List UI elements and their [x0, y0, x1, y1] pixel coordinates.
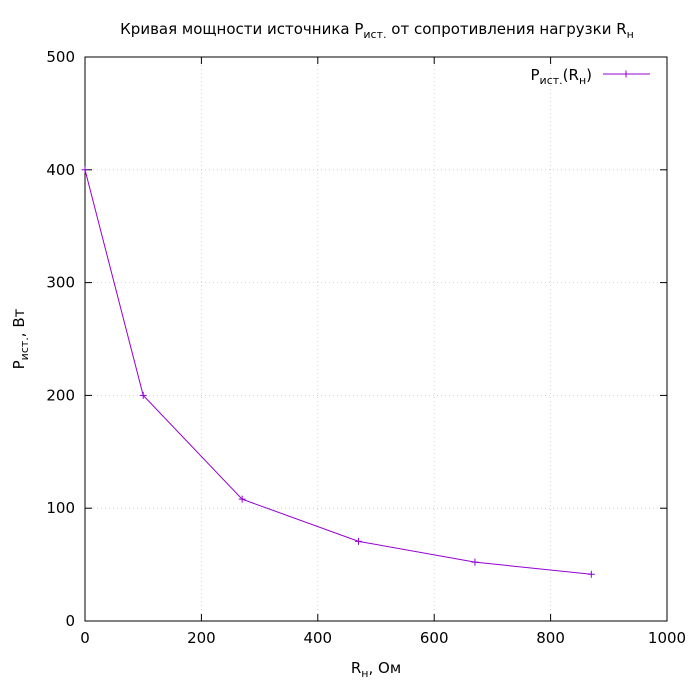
y-tick-label: 0	[65, 612, 75, 630]
y-axis-label: Pист., Вт	[10, 308, 31, 369]
chart-title-prefix: Кривая мощности источника P	[120, 20, 363, 38]
tick-labels: 0 200 400 600 800 1000 0 100 200 300 400 500	[46, 48, 686, 647]
x-tick-label: 0	[80, 629, 90, 647]
y-tick-label: 100	[46, 499, 75, 517]
legend-label: Pист.(Rн)	[531, 66, 593, 87]
y-tick-label: 400	[46, 161, 75, 179]
series-group	[81, 166, 595, 578]
data-point	[471, 558, 479, 566]
data-point	[139, 391, 147, 399]
y-tick-label: 200	[46, 386, 75, 404]
data-point	[81, 166, 89, 174]
x-tick-label: 1000	[648, 629, 686, 647]
plot-frame	[84, 56, 668, 622]
grid	[85, 57, 667, 621]
x-tick-label: 200	[187, 629, 216, 647]
data-point	[355, 537, 363, 545]
x-axis-label: Rн, Ом	[351, 659, 401, 680]
x-tick-label: 800	[536, 629, 565, 647]
data-point	[587, 570, 595, 578]
y-tick-label: 300	[46, 274, 75, 292]
x-tick-label: 400	[303, 629, 332, 647]
chart-title-sub1: ист.	[363, 28, 386, 41]
chart-title-middle: от сопротивления нагрузки R	[387, 20, 627, 38]
x-tick-label: 600	[420, 629, 449, 647]
y-tick-label: 500	[46, 48, 75, 66]
legend-marker	[622, 70, 630, 78]
ticks	[84, 56, 668, 622]
legend: Pист.(Rн)	[531, 66, 650, 87]
chart-title-sub2: н	[627, 28, 634, 41]
data-point	[238, 495, 246, 503]
series-line	[84, 169, 592, 575]
chart-title: Кривая мощности источника Pист. от сопро…	[120, 20, 634, 41]
